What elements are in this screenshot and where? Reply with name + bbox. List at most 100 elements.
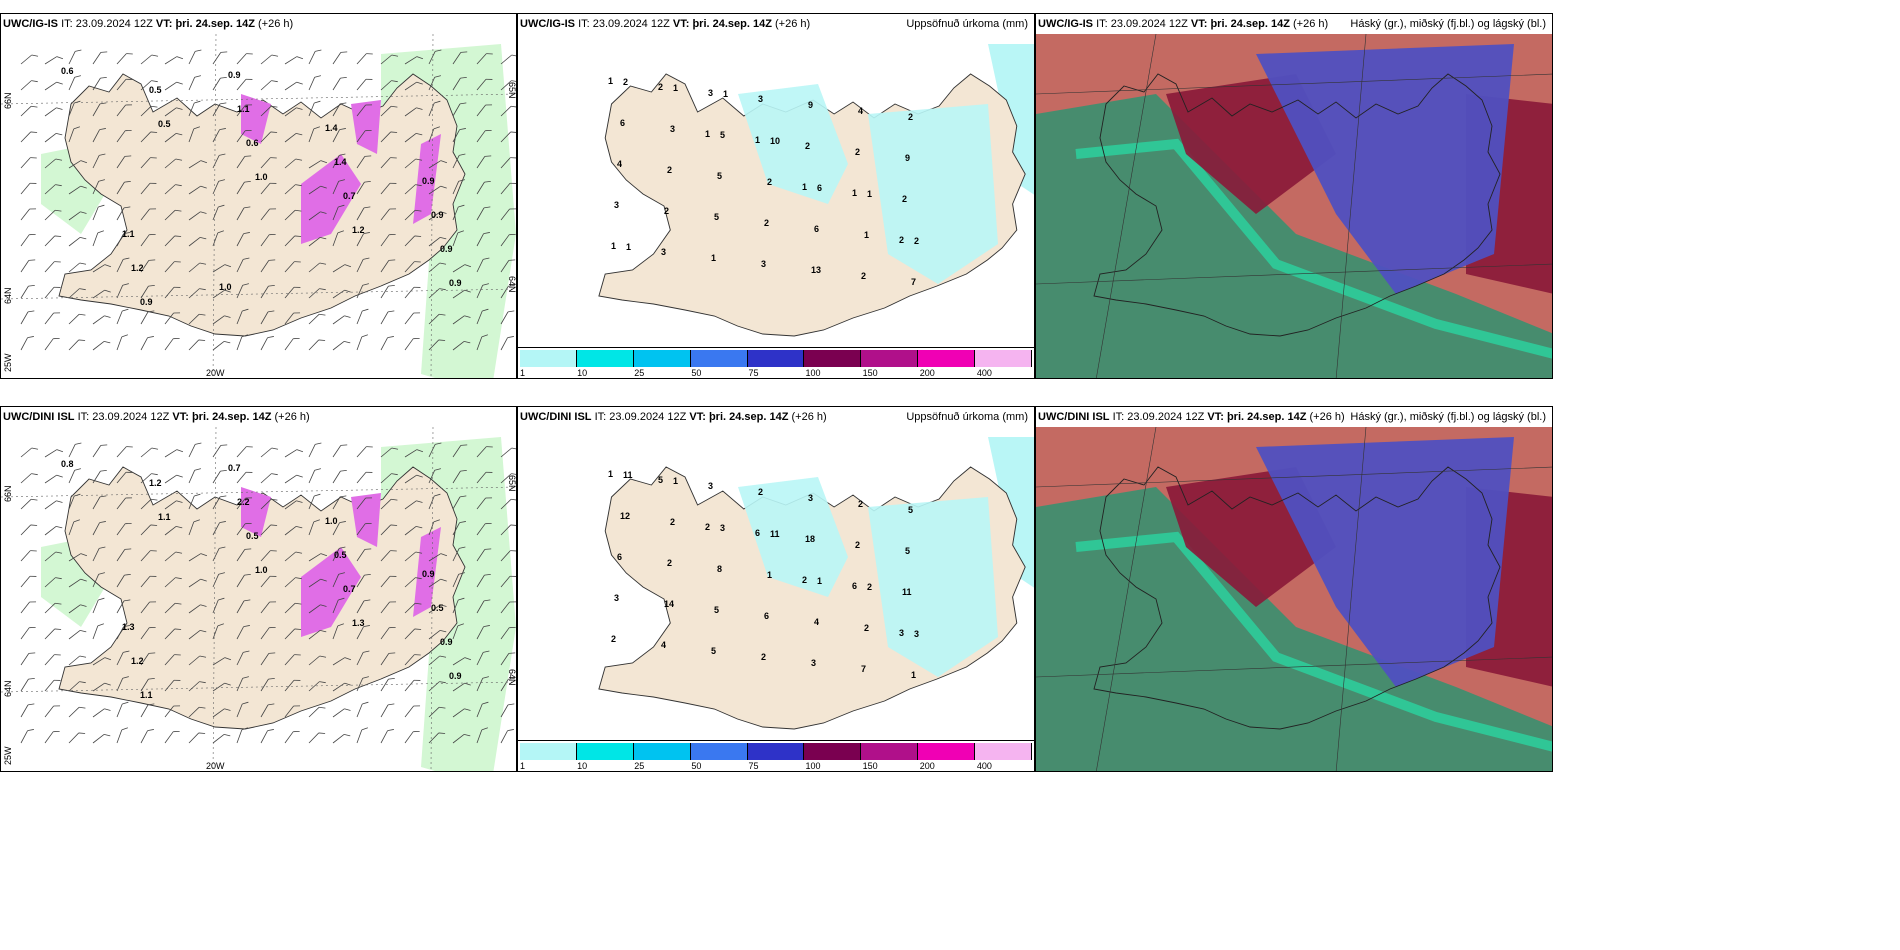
value-label: 0.9 bbox=[140, 297, 153, 307]
panel-header: UWC/IG-IS IT: 23.09.2024 12Z VT: þri. 24… bbox=[1, 14, 516, 34]
wind-barb bbox=[332, 708, 351, 718]
wind-barb bbox=[500, 157, 516, 169]
init-time: 23.09.2024 12Z bbox=[75, 18, 153, 30]
vt-label: VT: bbox=[1207, 411, 1224, 423]
wind-barb bbox=[164, 209, 182, 221]
wind-barb bbox=[428, 339, 446, 351]
wind-barb bbox=[236, 155, 252, 169]
wind-barb bbox=[452, 708, 471, 718]
wind-barb bbox=[116, 257, 130, 273]
wind-barb bbox=[236, 232, 250, 247]
wind-barb bbox=[188, 655, 207, 666]
value-label: 1 bbox=[911, 670, 916, 680]
value-label: 0.5 bbox=[431, 603, 444, 613]
wind-barb bbox=[452, 264, 472, 273]
wind-barb bbox=[476, 180, 491, 195]
lead-time: (+26 h) bbox=[1309, 411, 1345, 423]
wind-barb bbox=[356, 155, 372, 169]
value-label: 1 bbox=[626, 242, 631, 252]
wind-barb bbox=[380, 677, 395, 692]
wind-barb bbox=[188, 313, 206, 325]
wind-barb bbox=[20, 80, 38, 91]
wind-barb bbox=[164, 500, 183, 510]
heavy-precip-area bbox=[241, 94, 271, 144]
wind-barb bbox=[44, 474, 63, 484]
wind-barb bbox=[284, 705, 301, 718]
wind-barb bbox=[212, 51, 228, 65]
wind-barb bbox=[92, 128, 106, 143]
wind-barb bbox=[236, 334, 248, 351]
wind-barb bbox=[284, 500, 303, 510]
wind-barb bbox=[20, 233, 36, 247]
wind-barb bbox=[92, 340, 111, 351]
legend-swatch bbox=[633, 350, 691, 367]
cloud-map bbox=[1036, 427, 1552, 771]
wind-barb bbox=[356, 650, 370, 666]
wind-barb bbox=[428, 236, 447, 247]
wind-barb bbox=[284, 107, 303, 117]
wind-barb bbox=[212, 546, 226, 562]
value-label: 2 bbox=[667, 558, 672, 568]
wind-barb bbox=[212, 733, 231, 744]
wind-barb bbox=[164, 312, 181, 325]
wind-barb bbox=[20, 729, 34, 744]
wind-barb bbox=[308, 706, 326, 718]
wind-barb bbox=[332, 495, 347, 510]
wind-barb bbox=[68, 160, 88, 169]
value-label: 5 bbox=[714, 605, 719, 615]
wind-barb bbox=[428, 100, 441, 117]
wind-barb bbox=[20, 259, 36, 273]
wind-barb bbox=[332, 102, 347, 117]
value-label: 4 bbox=[661, 640, 666, 650]
wind-barb bbox=[308, 604, 327, 614]
wind-barb bbox=[356, 334, 368, 351]
legend-tick: 25 bbox=[634, 761, 645, 771]
wind-barb bbox=[20, 626, 36, 640]
wind-barb bbox=[140, 54, 159, 65]
wind-barb bbox=[332, 521, 346, 536]
wind-barb bbox=[164, 132, 183, 143]
wind-barb bbox=[164, 654, 181, 666]
value-label: 5 bbox=[908, 505, 913, 515]
wind-barb bbox=[308, 236, 327, 247]
wind-barb bbox=[260, 182, 277, 195]
wind-barb bbox=[380, 626, 396, 640]
wind-barb bbox=[20, 131, 38, 143]
it-label: IT: bbox=[578, 18, 590, 30]
wind-barb bbox=[500, 498, 516, 510]
wind-barb bbox=[428, 655, 447, 666]
wind-barb bbox=[308, 126, 320, 143]
low-cloud-area bbox=[1256, 44, 1514, 294]
wind-barb bbox=[476, 701, 489, 718]
wind-barb bbox=[116, 497, 133, 510]
wind-barb bbox=[260, 575, 277, 588]
wind-barb bbox=[452, 204, 465, 221]
legend-tick: 200 bbox=[919, 761, 935, 771]
wind-barb bbox=[284, 261, 301, 273]
heavy-precip-area bbox=[413, 134, 441, 224]
legend-tick: 25 bbox=[634, 368, 645, 378]
wind-barb bbox=[404, 602, 422, 614]
wind-barb bbox=[308, 655, 327, 666]
wind-barb bbox=[356, 701, 369, 718]
wind-barb bbox=[284, 628, 302, 640]
wind-barb bbox=[188, 100, 201, 117]
wind-barb bbox=[92, 51, 108, 65]
wind-barb bbox=[332, 546, 346, 562]
wind-barb bbox=[116, 522, 132, 536]
value-label: 0.9 bbox=[440, 244, 453, 254]
wind-barb bbox=[188, 629, 207, 640]
vt-label: VT: bbox=[689, 411, 706, 423]
wind-barb bbox=[428, 468, 441, 484]
wind-barb bbox=[380, 131, 398, 143]
value-label: 1 bbox=[711, 253, 716, 263]
wind-barb bbox=[188, 126, 200, 143]
wind-barb bbox=[308, 100, 321, 117]
legend-swatch bbox=[747, 743, 805, 760]
wind-barb bbox=[116, 283, 129, 299]
value-label: 1.1 bbox=[140, 690, 153, 700]
legend-swatch bbox=[804, 350, 862, 367]
wind-barb bbox=[92, 76, 107, 91]
wind-barb bbox=[308, 211, 327, 221]
iceland-outline bbox=[1093, 466, 1501, 730]
